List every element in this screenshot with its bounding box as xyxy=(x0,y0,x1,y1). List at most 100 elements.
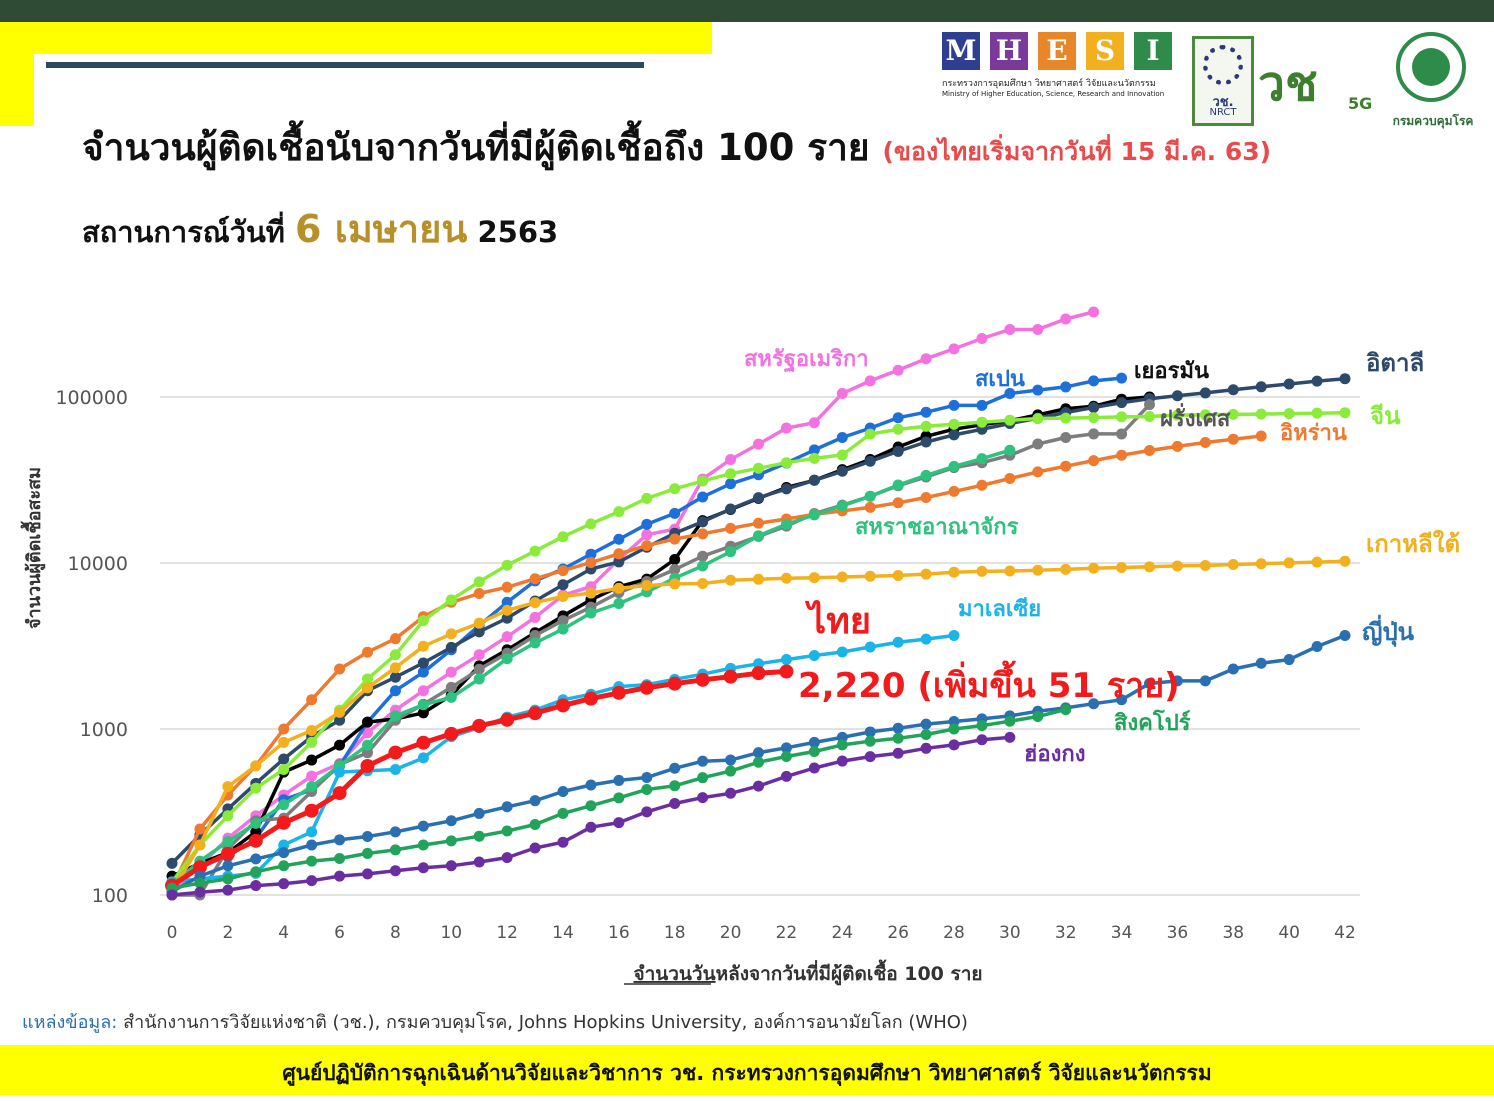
nrct-wheel-icon xyxy=(1203,45,1243,85)
data-point xyxy=(864,501,876,513)
yellow-header-tab xyxy=(0,22,712,54)
data-point xyxy=(362,727,373,739)
data-point xyxy=(278,753,290,765)
data-point xyxy=(529,795,541,807)
data-point xyxy=(1004,387,1016,399)
data-point xyxy=(920,420,932,432)
data-point xyxy=(892,722,904,734)
data-point xyxy=(278,860,290,872)
data-point xyxy=(1144,445,1155,457)
data-point xyxy=(808,650,820,662)
data-point xyxy=(1227,433,1239,445)
data-point xyxy=(1255,381,1267,393)
data-point xyxy=(641,806,653,818)
data-point xyxy=(334,706,346,718)
label-korea: เกาหลีใต้ xyxy=(1366,529,1460,558)
data-point xyxy=(1171,409,1183,421)
data-point xyxy=(725,468,737,480)
data-point xyxy=(389,662,401,674)
data-point xyxy=(695,672,710,687)
data-point xyxy=(362,868,373,880)
data-point xyxy=(1171,675,1183,687)
data-point xyxy=(250,880,262,892)
data-point xyxy=(892,364,904,376)
data-point xyxy=(1088,306,1100,318)
data-point xyxy=(697,792,709,804)
data-point xyxy=(920,491,932,503)
data-point xyxy=(1004,324,1016,336)
data-point xyxy=(529,637,541,649)
data-point xyxy=(1255,558,1267,570)
data-point xyxy=(473,576,485,588)
data-point xyxy=(641,540,653,552)
label-hongkong: ฮ่องกง xyxy=(1024,742,1085,767)
data-point xyxy=(445,860,457,872)
x-tick-label: 8 xyxy=(390,923,401,943)
data-point xyxy=(1283,654,1295,666)
data-point xyxy=(1171,440,1183,452)
data-point xyxy=(473,663,485,675)
y-tick-label: 10000 xyxy=(68,553,128,575)
data-point xyxy=(1255,430,1267,442)
data-point xyxy=(697,772,709,784)
data-point xyxy=(780,742,792,754)
data-point xyxy=(473,830,485,842)
vc-5g-logo: วช xyxy=(1258,56,1318,112)
data-point xyxy=(1004,414,1016,426)
data-point xyxy=(473,626,485,638)
data-point xyxy=(1088,401,1100,413)
data-point xyxy=(753,747,764,759)
x-tick-label: 40 xyxy=(1278,923,1300,943)
label-china: จีน xyxy=(1370,402,1401,430)
data-point xyxy=(445,835,457,847)
top-bar xyxy=(0,0,1494,22)
data-point xyxy=(473,617,485,629)
data-point xyxy=(362,682,373,694)
title-rule xyxy=(46,62,644,68)
data-point xyxy=(334,739,346,751)
x-tick-label: 28 xyxy=(943,923,965,943)
data-point xyxy=(306,724,318,736)
data-point xyxy=(753,780,764,792)
data-point xyxy=(864,751,876,763)
data-point xyxy=(585,518,597,530)
data-point xyxy=(697,491,709,503)
data-point xyxy=(557,807,569,819)
data-point xyxy=(473,588,485,600)
data-point xyxy=(641,492,653,504)
data-point xyxy=(278,847,290,859)
ddc-seal-icon xyxy=(1396,32,1466,102)
y-tick-label: 1000 xyxy=(80,719,128,741)
data-point xyxy=(920,633,932,645)
data-point xyxy=(529,573,541,585)
data-point xyxy=(613,774,625,786)
thai-value-callout: 2,220 (เพิ่มขึ้น 51 ราย) xyxy=(798,660,1180,706)
data-point xyxy=(976,734,988,746)
data-point xyxy=(389,826,401,838)
data-point xyxy=(362,747,373,759)
data-point xyxy=(1032,711,1044,723)
label-italy: อิตาลี xyxy=(1366,349,1424,377)
nrct-thai-text: วช. xyxy=(1212,95,1234,110)
data-point xyxy=(473,673,485,685)
label-malaysia: มาเลเซีย xyxy=(958,597,1041,622)
data-point xyxy=(585,779,597,791)
label-usa: สหรัฐอเมริกา xyxy=(744,347,869,373)
y-tick-label: 100000 xyxy=(55,387,128,409)
data-point xyxy=(1144,411,1155,423)
data-point xyxy=(697,560,709,572)
data-point xyxy=(697,528,709,540)
data-point xyxy=(1032,324,1044,336)
data-point xyxy=(501,559,513,571)
data-point xyxy=(445,594,457,606)
data-point xyxy=(948,485,960,497)
data-point xyxy=(389,685,401,697)
data-point xyxy=(836,432,848,444)
data-point xyxy=(892,636,904,648)
x-axis-label: จำนวนวันหลังจากวันที่มีผู้ติดเชื้อ 100 ร… xyxy=(633,959,982,986)
data-point xyxy=(976,720,988,732)
subtitle-year: 2563 xyxy=(477,215,559,249)
x-tick-label: 14 xyxy=(552,923,574,943)
data-point xyxy=(194,823,206,835)
